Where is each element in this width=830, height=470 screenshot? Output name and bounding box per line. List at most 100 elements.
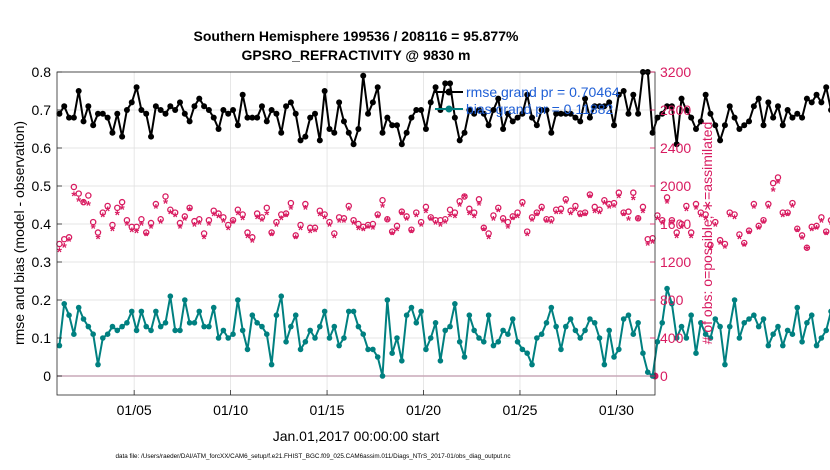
rmse-point	[360, 72, 367, 79]
right-tick-label: 0	[660, 368, 668, 384]
bias-point	[153, 308, 159, 315]
obs-assimilated-marker: *	[491, 213, 497, 228]
obs-possible-marker	[205, 216, 213, 224]
obs-possible-marker	[798, 232, 806, 239]
obs-assimilated-marker: *	[423, 206, 429, 221]
obs-possible-marker	[350, 216, 357, 224]
rmse-point	[191, 103, 198, 110]
bias-point	[259, 323, 265, 330]
obs-assimilated-marker: *	[134, 226, 140, 241]
obs-possible-marker	[683, 202, 690, 210]
obs-assimilated-marker: *	[250, 235, 256, 250]
rmse-point	[157, 107, 164, 113]
obs-assimilated-marker: *	[168, 207, 174, 222]
bias-point	[606, 327, 612, 334]
bias-point	[644, 369, 651, 376]
rmse-point	[688, 114, 695, 121]
rmse-point	[615, 91, 622, 98]
obs-possible-marker	[403, 213, 410, 220]
rmse-point	[123, 107, 130, 113]
bias-point	[490, 342, 497, 349]
obs-assimilated-marker: *	[322, 211, 328, 226]
plot-area	[57, 72, 655, 395]
bias-point	[760, 316, 767, 322]
obs-possible-marker	[355, 220, 362, 228]
obs-possible-marker	[94, 229, 102, 236]
rmse-point	[355, 126, 362, 132]
obs-assimilated-marker: *	[626, 213, 632, 228]
obs-possible-marker	[388, 228, 396, 235]
rmse-point	[808, 99, 815, 106]
bias-point	[263, 331, 270, 338]
rmse-point	[258, 103, 265, 110]
rmse-point	[601, 103, 608, 110]
rmse-point	[760, 122, 767, 129]
bias-point	[717, 323, 723, 330]
x-axis-ticks: 01/05 01/10 01/15 01/20 01/25 01/30	[117, 390, 634, 418]
bias-series	[56, 285, 830, 379]
bias-point	[741, 320, 748, 326]
obs-possible-marker	[220, 214, 227, 221]
bias-point	[124, 320, 130, 326]
bias-point	[403, 312, 410, 319]
obs-assimilated-marker: *	[153, 201, 159, 216]
obs-assimilated-marker: *	[718, 237, 724, 252]
bias-point	[413, 320, 420, 326]
obs-assimilated-marker: *	[525, 228, 531, 243]
obs-possible-marker	[509, 213, 516, 220]
obs-assimilated-marker: *	[337, 215, 343, 230]
bias-point	[109, 323, 116, 330]
obs-possible-marker	[519, 198, 526, 206]
obs-assimilated-marker: *	[631, 192, 637, 207]
rmse-point	[678, 95, 685, 102]
rmse-point	[524, 91, 531, 98]
obs-assimilated-marker: *	[428, 213, 434, 228]
obs-possible-marker	[273, 218, 280, 226]
bias-point	[635, 320, 641, 326]
bias-point	[394, 335, 400, 341]
obs-possible-marker	[794, 225, 801, 232]
obs-possible-marker	[413, 209, 420, 216]
bias-point	[128, 308, 135, 315]
obs-possible-marker	[249, 234, 256, 241]
rmse-point	[582, 95, 589, 102]
obs-assimilated-marker: *	[669, 217, 675, 232]
obs-possible-marker	[287, 199, 295, 207]
obs-assimilated-marker: *	[771, 184, 777, 199]
rmse-point	[774, 103, 781, 110]
bias-point	[572, 327, 579, 334]
bias-point	[534, 335, 540, 341]
x-tick-label: 01/10	[213, 402, 248, 418]
rmse-point	[741, 122, 748, 129]
obs-assimilated-marker: *	[293, 231, 299, 246]
rmse-point	[770, 114, 777, 121]
obs-possible-marker	[702, 211, 709, 218]
obs-assimilated-marker: *	[264, 208, 270, 223]
rmse-point	[755, 95, 762, 102]
bias-point	[157, 323, 164, 330]
rmse-point	[201, 103, 208, 110]
obs-assimilated-marker: *	[824, 227, 830, 242]
obs-possible-marker	[586, 191, 594, 198]
bias-point	[254, 320, 260, 326]
bias-point	[95, 361, 101, 368]
obs-possible-marker	[263, 204, 271, 212]
obs-assimilated-marker: *	[766, 201, 772, 216]
bias-point	[384, 297, 391, 303]
bias-point	[664, 285, 670, 292]
rmse-point	[75, 88, 82, 94]
obs-possible-marker	[456, 197, 463, 205]
obs-assimilated-marker: *	[409, 226, 415, 241]
obs-assimilated-marker: *	[235, 208, 241, 223]
rmse-point	[659, 110, 666, 117]
obs-assimilated-marker: *	[433, 217, 439, 232]
left-tick-label: 0.4	[32, 216, 52, 232]
obs-possible-marker	[596, 206, 603, 213]
obs-assimilated-marker: *	[616, 190, 622, 205]
legend-rmse-label: rmse grand pr = 0.70464	[466, 84, 620, 100]
rmse-point	[181, 110, 188, 117]
left-tick-label: 0.8	[32, 64, 52, 80]
obs-possible-marker	[186, 204, 193, 212]
obs-assimilated-marker: *	[457, 199, 463, 214]
right-axis-ticks: 0 400 800 1200 1600 2000 2400 2800 3200	[650, 64, 691, 384]
